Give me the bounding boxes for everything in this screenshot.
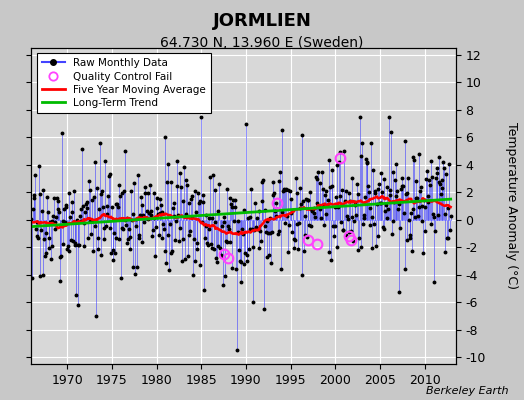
Text: 64.730 N, 13.960 E (Sweden): 64.730 N, 13.960 E (Sweden) — [160, 36, 364, 50]
Text: JORMLIEN: JORMLIEN — [213, 12, 311, 30]
Legend: Raw Monthly Data, Quality Control Fail, Five Year Moving Average, Long-Term Tren: Raw Monthly Data, Quality Control Fail, … — [37, 53, 211, 113]
Y-axis label: Temperature Anomaly (°C): Temperature Anomaly (°C) — [506, 122, 518, 290]
Text: Berkeley Earth: Berkeley Earth — [426, 386, 508, 396]
